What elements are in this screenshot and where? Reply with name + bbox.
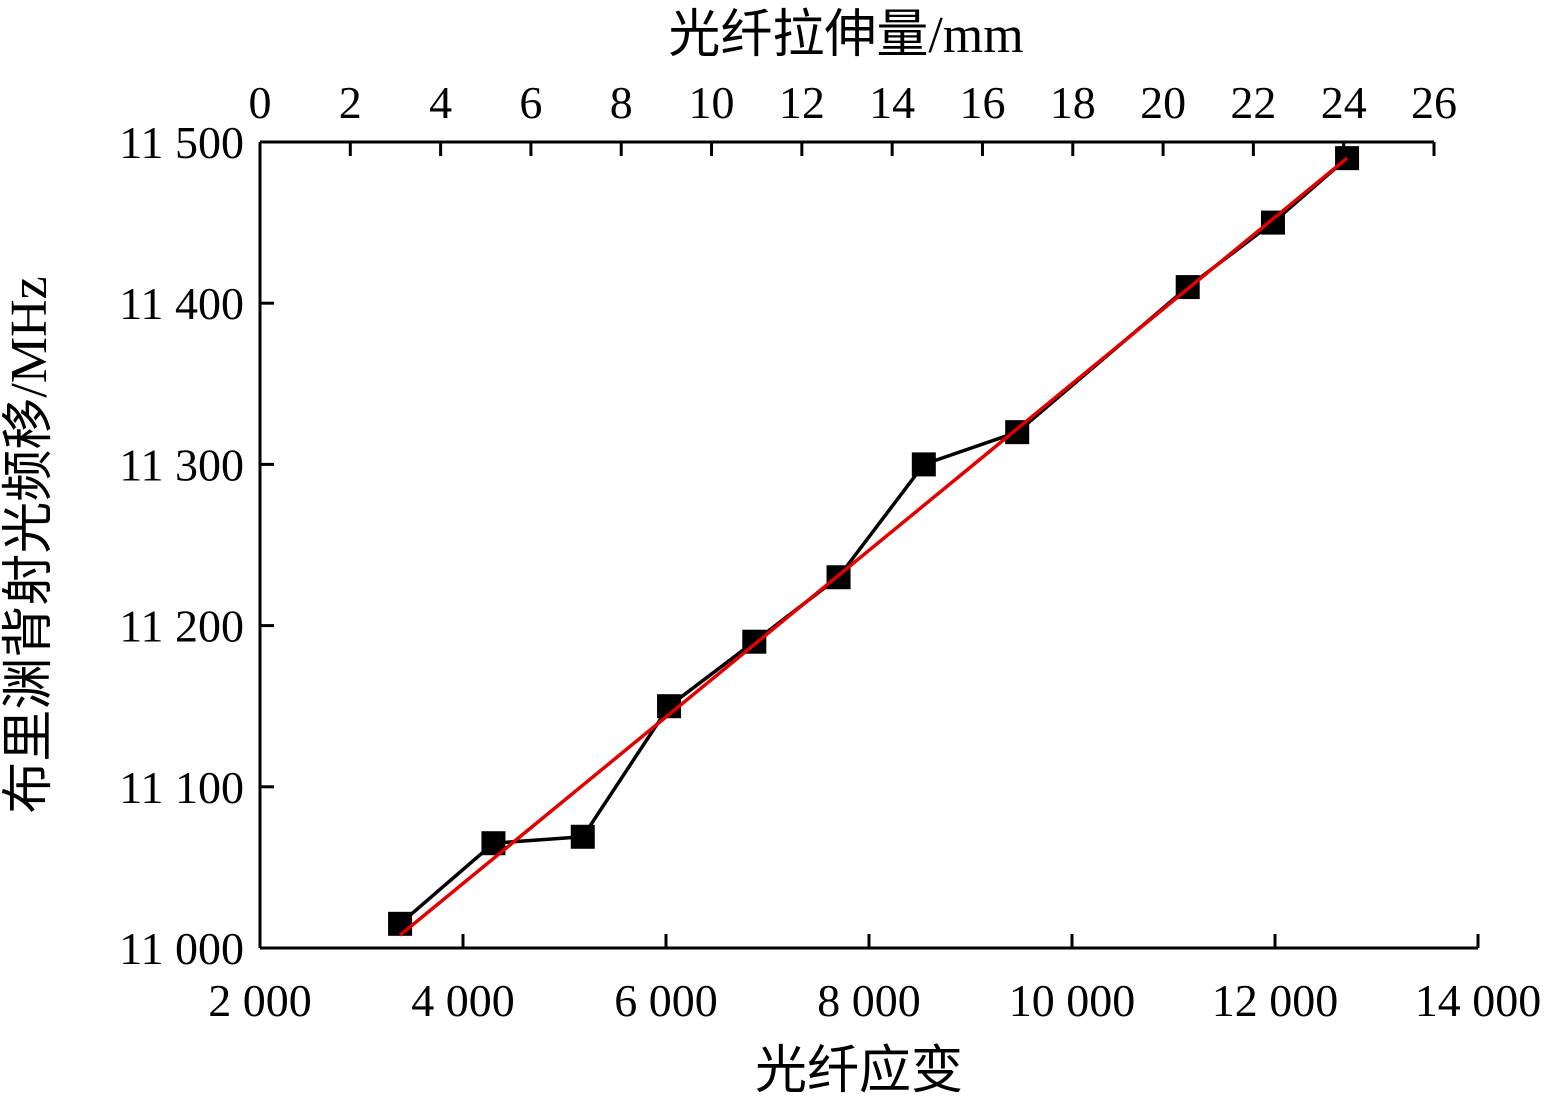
series [388, 146, 1360, 937]
x-top-tick-label: 26 [1411, 77, 1457, 128]
data-point-marker [570, 824, 595, 849]
x-top-tick-label: 20 [1140, 77, 1186, 128]
x-top-tick-label: 14 [869, 77, 915, 128]
x-top-tick-label: 22 [1230, 77, 1276, 128]
y-axis-title: 布里渊背射光频移/MHz [1, 276, 58, 813]
x-top-tick-label: 10 [689, 77, 735, 128]
x-top-tick-label: 24 [1321, 77, 1367, 128]
y-tick-label: 11 200 [119, 601, 244, 652]
x-top-tick-label: 12 [779, 77, 825, 128]
x-bottom-tick-label: 12 000 [1212, 975, 1339, 1026]
x-bottom-tick-label: 6 000 [614, 975, 718, 1026]
y-tick-label: 11 100 [119, 762, 244, 813]
data-point-marker [1005, 420, 1030, 445]
axes [258, 140, 1478, 950]
data-point-marker [911, 452, 936, 477]
x-top-tick-label: 16 [959, 77, 1005, 128]
y-tick-label: 11 300 [119, 439, 244, 490]
x-top-tick-label: 8 [610, 77, 633, 128]
x-bottom-tick-label: 8 000 [817, 975, 921, 1026]
y-tick-label: 11 000 [119, 923, 244, 974]
x-bottom-tick-label: 14 000 [1415, 975, 1542, 1026]
x-axis-title-top: 光纤拉伸量/mm [668, 7, 1023, 64]
x-top-tick-label: 18 [1050, 77, 1096, 128]
ticks: 2 000 4 000 6 000 8 000 10 000 12 000 14 000 0 2… [119, 77, 1541, 1026]
x-top-tick-label: 2 [339, 77, 362, 128]
x-top-tick-label: 0 [249, 77, 272, 128]
x-axis-title-bottom: 光纤应变 [755, 1043, 963, 1099]
x-bottom-tick-label: 2 000 [208, 975, 312, 1026]
y-tick-label: 11 400 [119, 278, 244, 329]
x-bottom-tick-label: 4 000 [411, 975, 515, 1026]
data-point-marker [388, 911, 413, 936]
y-tick-label: 11 500 [119, 117, 244, 168]
x-top-tick-label: 6 [519, 77, 542, 128]
x-bottom-tick-label: 10 000 [1009, 975, 1136, 1026]
fit-line [398, 156, 1349, 937]
x-top-tick-label: 4 [429, 77, 452, 128]
